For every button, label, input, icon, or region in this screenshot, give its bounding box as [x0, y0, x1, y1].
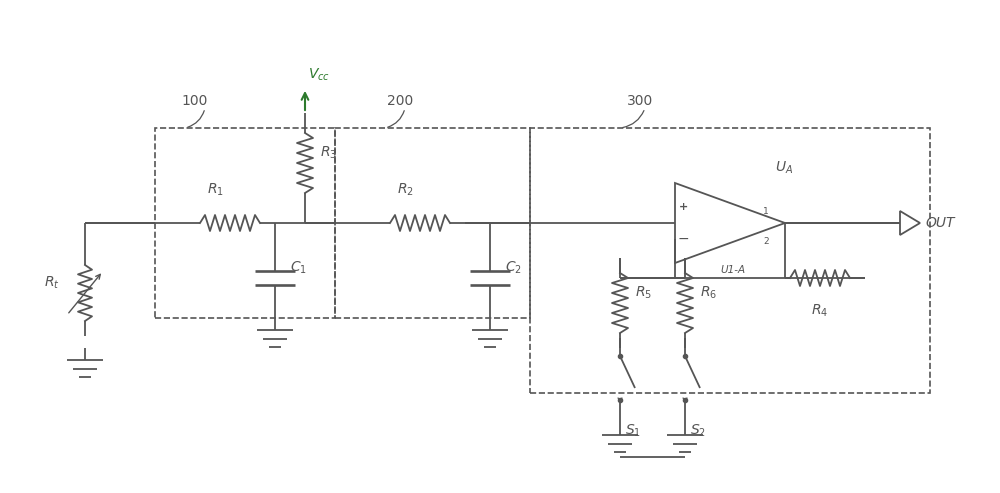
Text: $R_1$: $R_1$ — [207, 181, 223, 198]
Text: 100: 100 — [182, 94, 208, 108]
Text: 200: 200 — [387, 94, 413, 108]
Text: $S_1$: $S_1$ — [625, 423, 641, 439]
Text: $R_6$: $R_6$ — [700, 285, 717, 301]
Text: $C_1$: $C_1$ — [290, 260, 307, 276]
Text: $R_t$: $R_t$ — [44, 275, 60, 291]
Bar — [335, 128, 530, 318]
Text: +: + — [678, 202, 688, 212]
Text: $R_5$: $R_5$ — [635, 285, 652, 301]
Text: OUT: OUT — [925, 216, 954, 230]
Text: $R_3$: $R_3$ — [320, 145, 337, 161]
Text: 300: 300 — [627, 94, 653, 108]
Text: $S_2$: $S_2$ — [690, 423, 706, 439]
Text: $V_{cc}$: $V_{cc}$ — [308, 67, 330, 83]
Text: −: − — [677, 232, 689, 246]
Text: $R_2$: $R_2$ — [397, 181, 413, 198]
Bar — [530, 128, 930, 393]
Text: $R_4$: $R_4$ — [811, 303, 829, 319]
Text: $U_A$: $U_A$ — [775, 160, 793, 176]
Text: $C_2$: $C_2$ — [505, 260, 522, 276]
Text: 2: 2 — [763, 237, 769, 246]
Text: U1-A: U1-A — [720, 265, 746, 275]
Bar — [155, 128, 335, 318]
Text: 1: 1 — [763, 207, 769, 215]
